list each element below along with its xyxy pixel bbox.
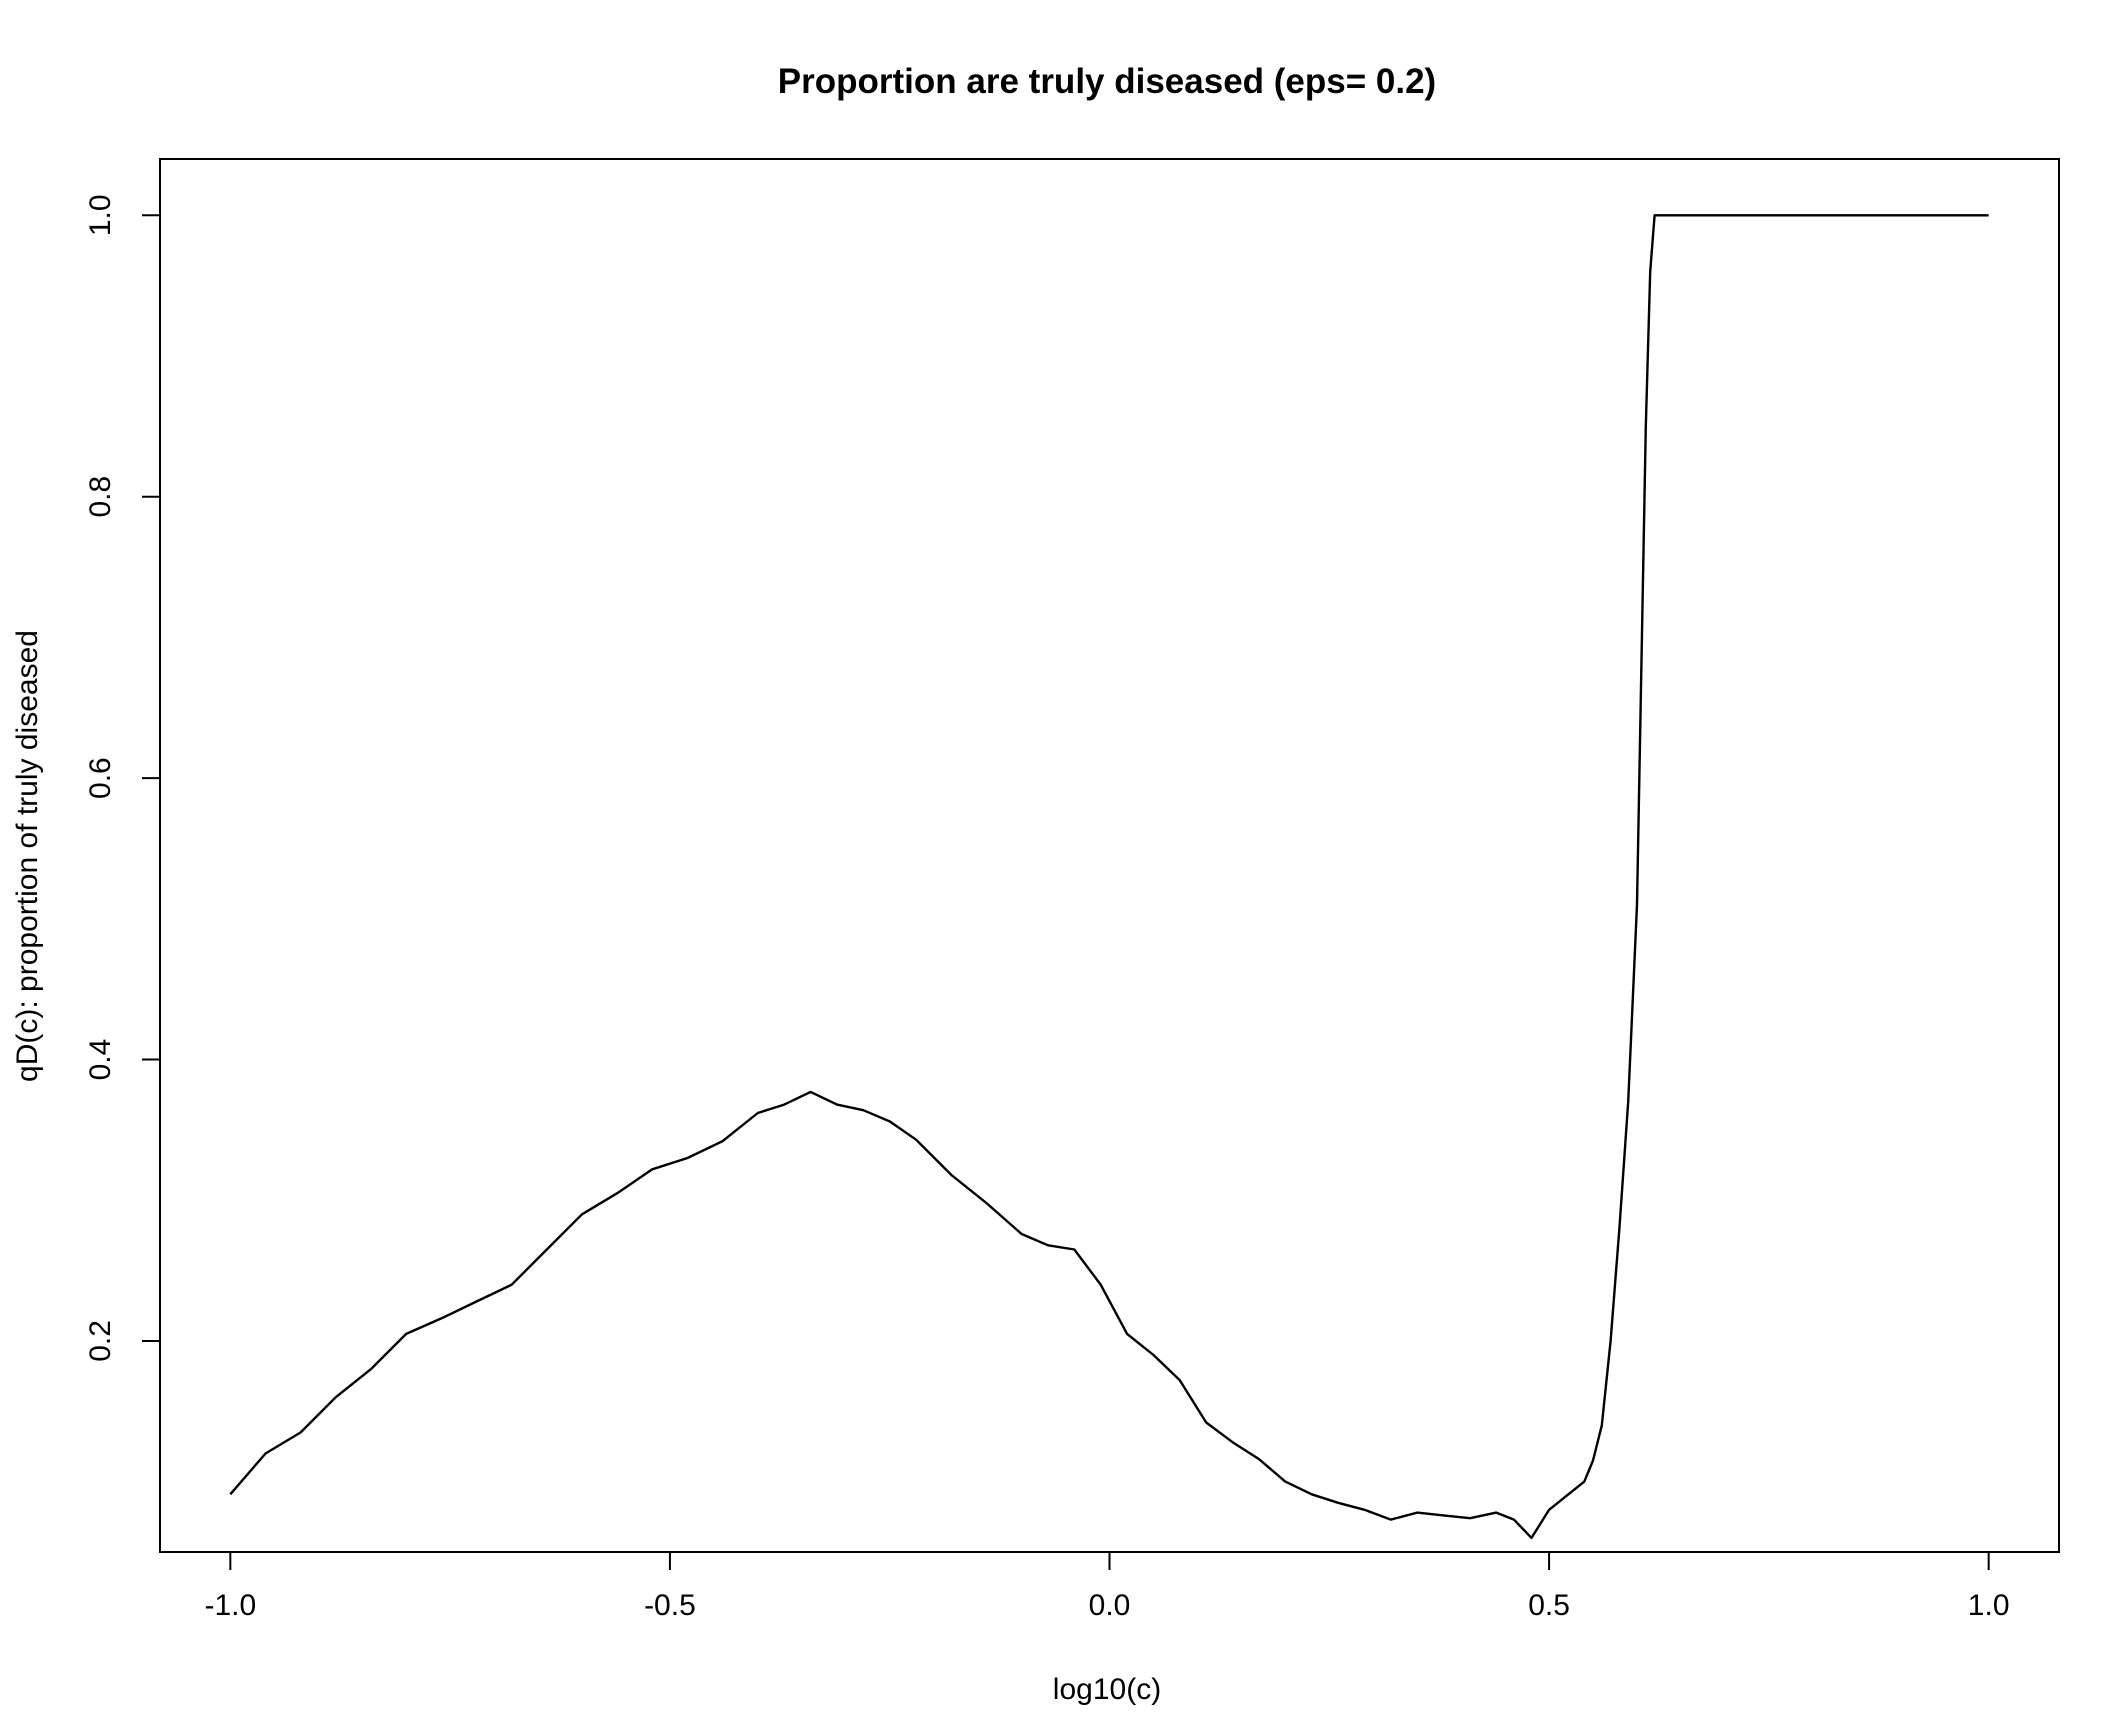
- x-axis-title: log10(c): [1053, 1673, 1161, 1706]
- y-tick-label: 0.2: [84, 1320, 117, 1362]
- x-tick-label: 1.0: [1968, 1589, 2010, 1622]
- y-axis-title: qD(c): proportion of truly diseased: [11, 630, 44, 1082]
- y-tick-label: 0.4: [84, 1039, 117, 1081]
- y-tick-label: 0.6: [84, 757, 117, 799]
- x-tick-label: -0.5: [644, 1589, 696, 1622]
- y-tick-label: 1.0: [84, 194, 117, 236]
- x-tick-label: -1.0: [204, 1589, 256, 1622]
- y-axis: 0.2 0.4 0.6 0.8 1.0: [84, 194, 161, 1362]
- x-tick-label: 0.0: [1089, 1589, 1131, 1622]
- x-axis: -1.0 -0.5 0.0 0.5 1.0: [204, 1551, 2010, 1622]
- y-tick-label: 0.8: [84, 476, 117, 518]
- chart-title: Proportion are truly diseased (eps= 0.2): [778, 62, 1436, 101]
- x-tick-label: 0.5: [1528, 1589, 1570, 1622]
- series-line: [229, 214, 1989, 1540]
